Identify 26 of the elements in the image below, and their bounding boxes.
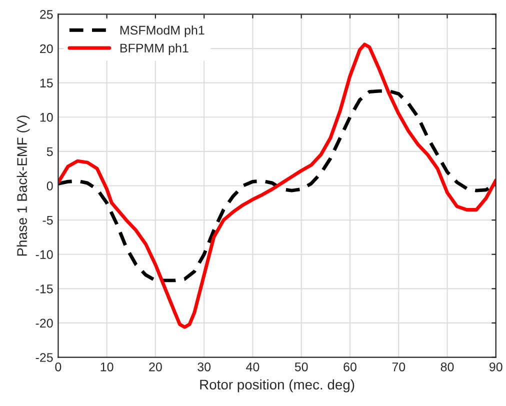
y-tick-label: 10: [40, 112, 53, 122]
x-tick-label: 70: [392, 362, 406, 372]
x-tick-label: 10: [100, 362, 114, 372]
y-tick-label: -25: [36, 353, 53, 362]
y-tick-label: 15: [40, 78, 53, 88]
x-axis-title: Rotor position (mec. deg): [200, 379, 354, 392]
y-tick-label: -10: [36, 250, 53, 260]
y-tick-label: 25: [40, 10, 53, 19]
x-tick-label: 50: [294, 362, 308, 372]
x-tick-label: 30: [198, 362, 211, 372]
x-tick-label: 80: [440, 362, 454, 372]
legend-label: BFPMM ph1: [120, 43, 188, 56]
y-tick-label: -15: [36, 284, 53, 294]
x-tick-label: 60: [344, 362, 356, 372]
y-tick-label: 0: [46, 182, 53, 190]
y-axis-title: Phase 1 Back-EMF (V): [16, 116, 30, 256]
y-tick-label: -20: [36, 318, 53, 328]
y-tick-label: 5: [46, 147, 53, 156]
x-tick-label: 20: [149, 362, 162, 372]
legend-label: MSFModM ph1: [120, 25, 204, 38]
y-tick-label: 20: [40, 44, 53, 54]
line-series: [58, 42, 496, 329]
x-tick-label: 90: [490, 362, 502, 372]
x-tick-label: 0: [55, 362, 62, 372]
y-tick-label: -5: [42, 216, 53, 225]
x-tick-label: 40: [246, 362, 260, 372]
